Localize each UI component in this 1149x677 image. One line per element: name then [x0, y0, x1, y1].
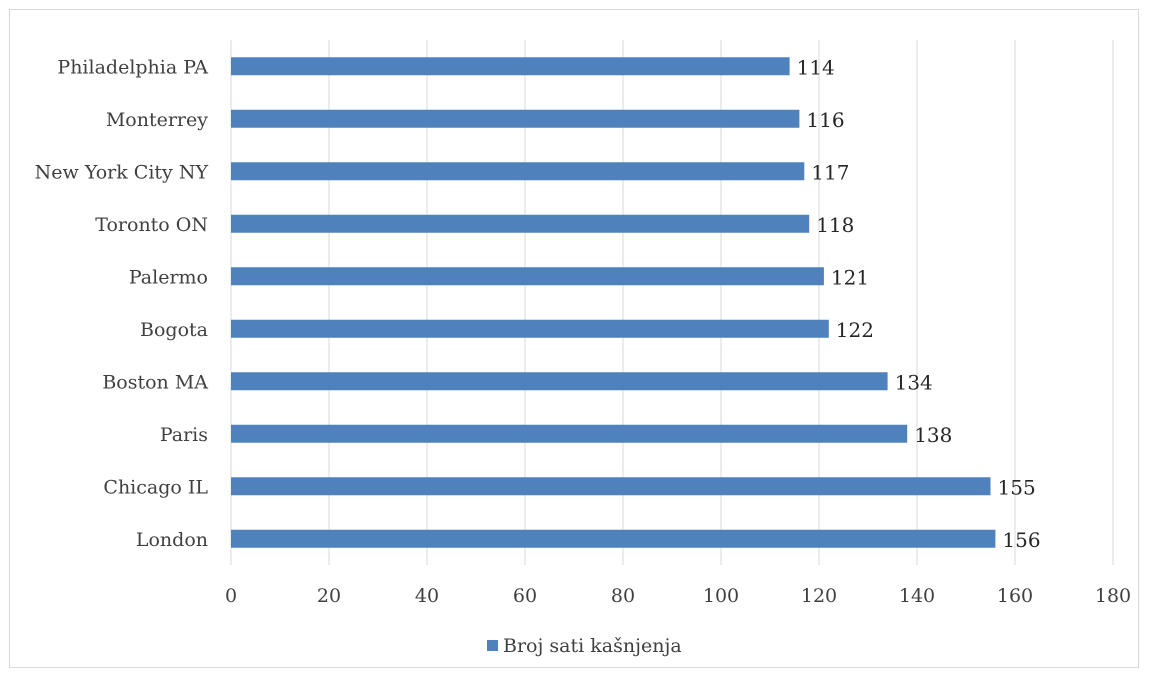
bar	[231, 267, 824, 286]
category-label: Boston MA	[102, 371, 208, 393]
legend: Broj sati kašnjenja	[487, 635, 682, 657]
x-tick-label: 80	[611, 585, 635, 607]
data-label: 118	[816, 213, 854, 237]
data-label: 116	[806, 108, 844, 132]
bar	[231, 424, 908, 443]
x-tick-label: 0	[225, 585, 237, 607]
x-tick-label: 180	[1095, 585, 1131, 607]
category-label: London	[136, 529, 208, 551]
bar	[231, 214, 810, 233]
x-tick-label: 160	[997, 585, 1033, 607]
data-label: 155	[998, 475, 1036, 499]
bar	[231, 529, 996, 548]
bar	[231, 109, 800, 128]
data-label: 156	[1002, 528, 1040, 552]
x-tick-label: 140	[899, 585, 935, 607]
category-label: Palermo	[129, 266, 208, 288]
category-label: New York City NY	[35, 161, 209, 183]
x-tick-label: 100	[703, 585, 739, 607]
bar	[231, 372, 888, 391]
x-tick-label: 60	[513, 585, 537, 607]
x-tick-label: 40	[415, 585, 439, 607]
x-tick-label: 20	[317, 585, 341, 607]
category-label: Toronto ON	[95, 214, 208, 236]
bar	[231, 477, 991, 496]
category-label: Philadelphia PA	[57, 56, 208, 78]
data-label: 114	[797, 55, 835, 79]
data-label: 117	[811, 160, 849, 184]
category-label: Chicago IL	[103, 476, 208, 498]
category-label: Bogota	[140, 319, 208, 341]
category-labels: London Chicago IL Paris Boston MA Bogota Pale…	[35, 56, 209, 551]
data-label: 134	[895, 370, 933, 394]
bar	[231, 319, 829, 338]
data-label: 122	[836, 318, 874, 342]
category-label: Paris	[160, 424, 208, 446]
data-label: 138	[914, 423, 952, 447]
legend-label: Broj sati kašnjenja	[503, 635, 682, 657]
legend-swatch	[487, 640, 498, 651]
data-labels: 156 155 138 134 122 121 118 117 116 114	[797, 55, 1041, 552]
data-label: 121	[831, 265, 869, 289]
bar	[231, 162, 805, 181]
bars	[231, 57, 996, 548]
bar	[231, 57, 790, 76]
x-axis-ticks: 0 20 40 60 80 100 120 140 160 180	[225, 585, 1131, 607]
category-label: Monterrey	[106, 109, 208, 131]
x-tick-label: 120	[801, 585, 837, 607]
